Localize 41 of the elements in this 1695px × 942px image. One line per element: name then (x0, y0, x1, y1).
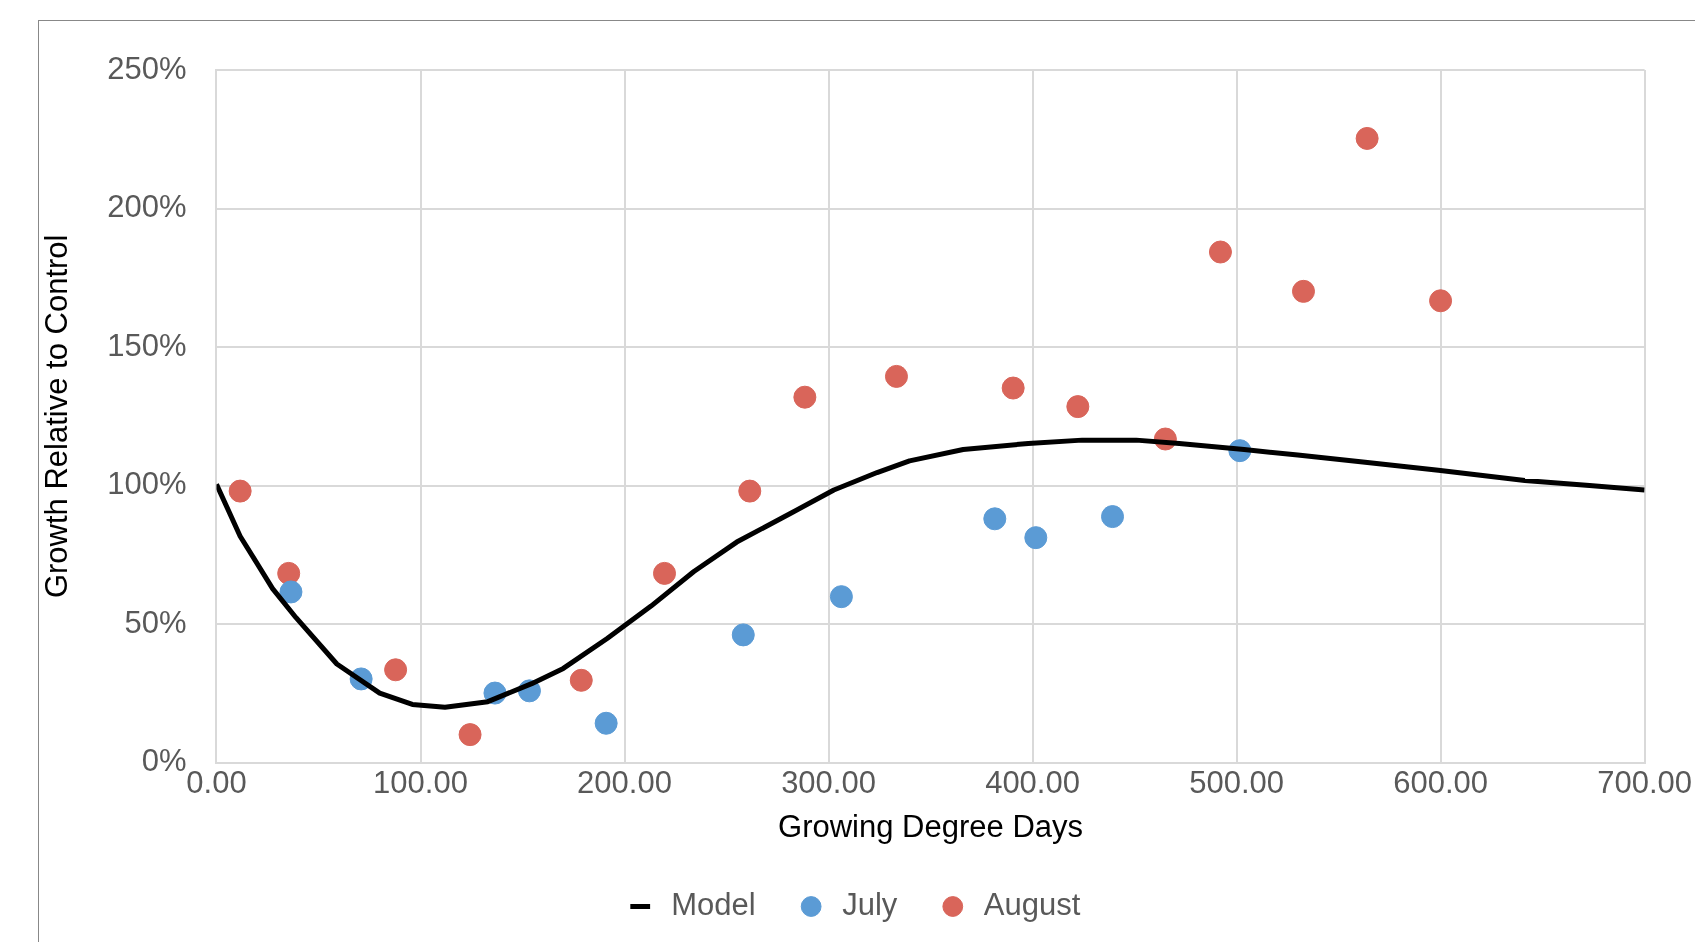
point (884, 364, 908, 388)
x-tick-label: 400.00 (985, 764, 1080, 800)
point (1291, 279, 1315, 303)
point (1355, 126, 1379, 150)
point (793, 385, 817, 409)
point (277, 561, 301, 585)
x-tick-label: 500.00 (1189, 764, 1284, 800)
legend-label: July (842, 887, 898, 923)
point (738, 479, 762, 503)
x-tick-label: 0.00 (186, 764, 247, 800)
y-tick-label: 250% (107, 50, 187, 86)
x-tick-label: 200.00 (577, 764, 672, 800)
point (1001, 376, 1025, 400)
x-axis-title: Growing Degree Days (778, 808, 1084, 844)
point (1429, 289, 1453, 313)
point (228, 479, 252, 503)
point (731, 623, 755, 647)
point (458, 723, 482, 747)
point (983, 507, 1007, 531)
point (1066, 395, 1090, 419)
point (384, 658, 408, 682)
point (653, 561, 676, 585)
legend-label: Model (671, 887, 756, 923)
x-tick-label: 300.00 (781, 764, 876, 800)
legend-label: August (983, 887, 1081, 923)
y-tick-label: 100% (107, 466, 187, 502)
x-tick-label: 600.00 (1393, 764, 1488, 800)
y-tick-label: 200% (107, 189, 187, 225)
point (1208, 240, 1232, 264)
point (829, 585, 853, 609)
x-tick-label: 100.00 (373, 764, 468, 800)
y-tick-label: 50% (124, 604, 187, 640)
point (1024, 526, 1048, 550)
point (279, 580, 303, 604)
y-tick-label: 0% (141, 743, 187, 779)
point (594, 711, 618, 735)
y-tick-label: 150% (107, 327, 187, 363)
point (1101, 505, 1125, 529)
x-tick-label: 700.00 (1597, 764, 1693, 800)
y-axis-title: Growth Relative to Control (39, 234, 75, 599)
point (569, 668, 593, 692)
